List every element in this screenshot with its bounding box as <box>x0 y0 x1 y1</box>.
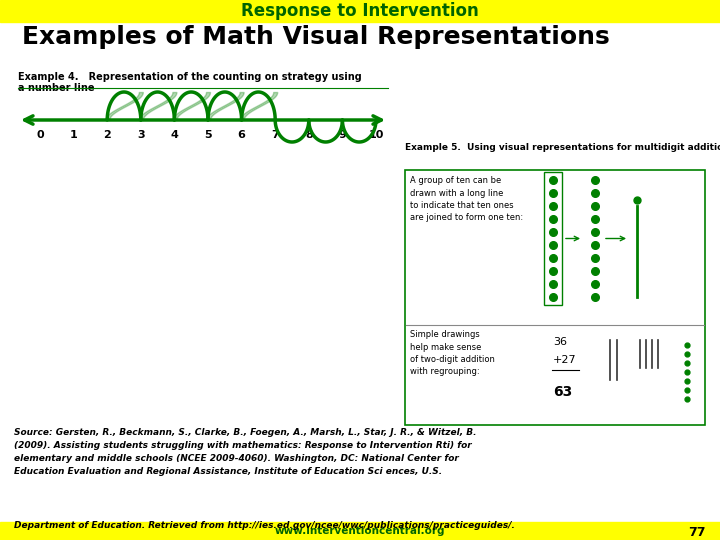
Text: Simple drawings
help make sense
of two-digit addition
with regrouping:: Simple drawings help make sense of two-d… <box>410 330 495 376</box>
Text: +27: +27 <box>553 355 577 365</box>
Text: 2: 2 <box>104 130 111 140</box>
Text: 0: 0 <box>36 130 44 140</box>
Text: Example 4.   Representation of the counting on strategy using: Example 4. Representation of the countin… <box>18 72 361 82</box>
Text: A group of ten can be
drawn with a long line
to indicate that ten ones
are joine: A group of ten can be drawn with a long … <box>410 176 523 222</box>
Text: (2009). Assisting students struggling with mathematics: Response to Intervention: (2009). Assisting students struggling wi… <box>14 441 472 450</box>
Text: 5: 5 <box>204 130 212 140</box>
Text: 9: 9 <box>338 130 346 140</box>
Bar <box>405 170 705 425</box>
Text: Examples of Math Visual Representations: Examples of Math Visual Representations <box>22 25 610 49</box>
Text: Response to Intervention: Response to Intervention <box>241 2 479 20</box>
Text: 4: 4 <box>171 130 179 140</box>
Text: 7: 7 <box>271 130 279 140</box>
Bar <box>0 522 720 540</box>
Text: Example 5.  Using visual representations for multidigit addition: Example 5. Using visual representations … <box>405 143 720 152</box>
Text: www.interventioncentral.org: www.interventioncentral.org <box>275 526 445 536</box>
Text: 36: 36 <box>553 337 567 347</box>
Text: 1: 1 <box>70 130 78 140</box>
Text: 3: 3 <box>137 130 145 140</box>
Bar <box>544 172 562 305</box>
Text: Source: Gersten, R., Beckmann, S., Clarke, B., Foegen, A., Marsh, L., Star, J. R: Source: Gersten, R., Beckmann, S., Clark… <box>14 428 477 437</box>
Text: elementary and middle schools (NCEE 2009-4060). Washington, DC: National Center : elementary and middle schools (NCEE 2009… <box>14 454 459 463</box>
Text: 6: 6 <box>238 130 246 140</box>
Text: 10: 10 <box>369 130 384 140</box>
Text: 8: 8 <box>305 130 312 140</box>
Text: a number line: a number line <box>18 83 94 93</box>
Text: Department of Education. Retrieved from http://ies.ed.gov/ncee/wwc/publications/: Department of Education. Retrieved from … <box>14 521 515 530</box>
Text: Education Evaluation and Regional Assistance, Institute of Education Sci ences, : Education Evaluation and Regional Assist… <box>14 467 442 476</box>
Text: 77: 77 <box>688 525 706 538</box>
Bar <box>0 0 720 22</box>
Text: 63: 63 <box>553 385 572 399</box>
